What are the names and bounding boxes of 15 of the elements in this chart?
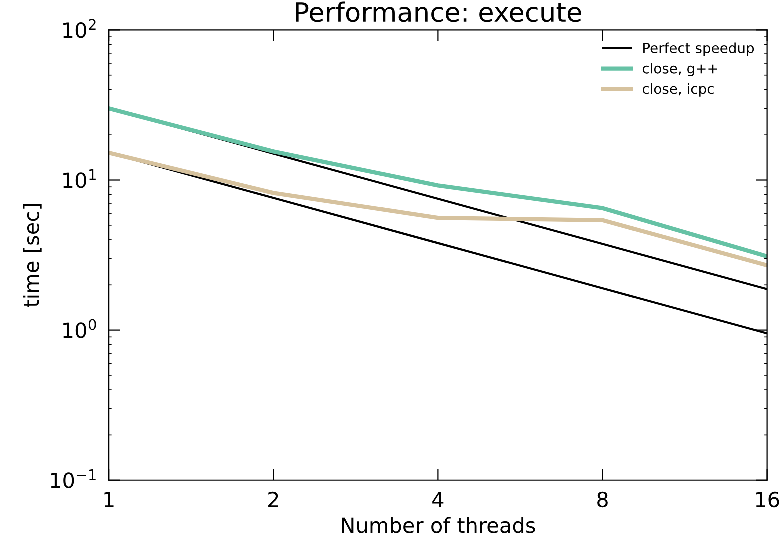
y-axis-title: time [sec] <box>23 204 42 308</box>
legend-label: close, g++ <box>642 63 718 77</box>
x-tick-label: 1 <box>104 492 114 508</box>
y-tick-label: 10$^{2}$ <box>64 19 96 38</box>
x-tick-label: 8 <box>598 492 608 508</box>
legend-label: Perfect speedup <box>644 42 754 56</box>
y-tick-label: 10$^{0}$ <box>64 319 96 338</box>
chart-title: Performance: execute <box>296 2 582 22</box>
x-tick-label: 4 <box>432 492 444 508</box>
y-tick-label: 10$^{1}$ <box>64 169 96 188</box>
y-tick-label: 10$^{−1}$ <box>51 470 96 488</box>
legend-label: close, icpc <box>642 83 714 97</box>
x-axis-title: Number of threads <box>342 517 536 534</box>
x-tick-label: 2 <box>268 492 278 508</box>
x-tick-label: 16 <box>756 492 779 508</box>
